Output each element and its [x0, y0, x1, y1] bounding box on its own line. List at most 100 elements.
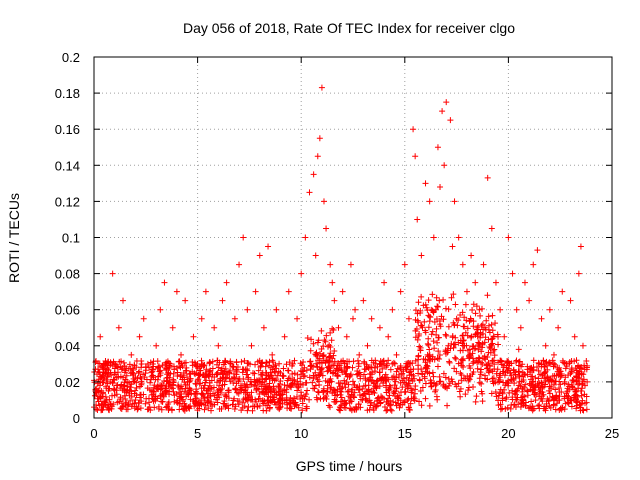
data-point	[420, 302, 427, 309]
data-point	[196, 367, 203, 374]
data-point	[457, 347, 464, 354]
data-point	[223, 279, 230, 286]
data-point	[133, 384, 140, 391]
data-point	[126, 361, 133, 368]
data-point	[254, 358, 261, 365]
data-point	[534, 247, 541, 254]
data-point	[469, 307, 476, 314]
data-point	[117, 394, 124, 401]
data-point	[485, 322, 492, 329]
data-point	[328, 337, 335, 344]
data-point	[196, 405, 203, 412]
data-point	[522, 402, 529, 409]
data-point	[315, 337, 322, 344]
data-point	[299, 407, 306, 414]
y-tick-label: 0.16	[55, 122, 80, 137]
data-point	[440, 316, 447, 323]
data-point	[562, 374, 569, 381]
data-point	[315, 371, 322, 378]
data-point	[285, 288, 292, 295]
data-point	[99, 400, 106, 407]
data-point	[347, 394, 354, 401]
data-point	[280, 373, 287, 380]
data-point	[434, 339, 441, 346]
data-point	[462, 301, 469, 308]
data-point	[443, 99, 450, 106]
data-point	[239, 369, 246, 376]
data-point	[248, 342, 255, 349]
data-point	[579, 397, 586, 404]
data-point	[250, 369, 257, 376]
data-point	[169, 385, 176, 392]
data-point	[150, 396, 157, 403]
data-point	[138, 380, 145, 387]
data-point	[414, 336, 421, 343]
data-point	[536, 393, 543, 400]
data-point	[460, 375, 467, 382]
data-point	[457, 385, 464, 392]
data-point	[193, 363, 200, 370]
data-point	[303, 379, 310, 386]
data-point	[575, 270, 582, 277]
x-tick-label: 20	[501, 426, 515, 441]
data-point	[337, 391, 344, 398]
data-point	[451, 365, 458, 372]
data-point	[243, 396, 250, 403]
data-point	[442, 348, 449, 355]
data-point	[323, 332, 330, 339]
data-point	[138, 398, 145, 405]
data-point	[572, 398, 579, 405]
data-point	[175, 382, 182, 389]
data-point	[444, 402, 451, 409]
data-point	[385, 333, 392, 340]
data-point	[214, 399, 221, 406]
x-tick-label: 0	[90, 426, 97, 441]
data-point	[291, 370, 298, 377]
data-point	[275, 382, 282, 389]
data-point	[580, 371, 587, 378]
data-point	[182, 297, 189, 304]
data-point	[430, 234, 437, 241]
data-point	[515, 368, 522, 375]
data-point	[393, 374, 400, 381]
data-point	[330, 362, 337, 369]
data-point	[558, 371, 565, 378]
data-point	[554, 364, 561, 371]
data-point	[478, 305, 485, 312]
data-point	[161, 279, 168, 286]
data-point	[187, 375, 194, 382]
data-point	[265, 373, 272, 380]
data-point	[519, 393, 526, 400]
data-point	[495, 333, 502, 340]
data-point	[107, 400, 114, 407]
data-point	[218, 385, 225, 392]
data-point	[459, 309, 466, 316]
data-point	[407, 360, 414, 367]
data-point	[573, 377, 580, 384]
data-point	[355, 370, 362, 377]
data-point	[497, 357, 504, 364]
data-point	[318, 327, 325, 334]
data-point	[251, 370, 258, 377]
data-point	[362, 382, 369, 389]
data-point	[102, 369, 109, 376]
data-point	[409, 387, 416, 394]
data-point	[336, 404, 343, 411]
data-point	[273, 306, 280, 313]
data-point	[230, 374, 237, 381]
data-point	[429, 328, 436, 335]
data-point	[396, 404, 403, 411]
data-point	[378, 393, 385, 400]
data-point	[190, 333, 197, 340]
data-point	[440, 381, 447, 388]
data-point	[260, 407, 267, 414]
data-point	[176, 395, 183, 402]
data-point	[539, 384, 546, 391]
data-point	[123, 389, 130, 396]
data-point	[297, 360, 304, 367]
chart-title: Day 056 of 2018, Rate Of TEC Index for r…	[183, 20, 515, 36]
data-point	[428, 331, 435, 338]
data-point	[159, 362, 166, 369]
data-point	[361, 366, 368, 373]
data-point	[364, 342, 371, 349]
